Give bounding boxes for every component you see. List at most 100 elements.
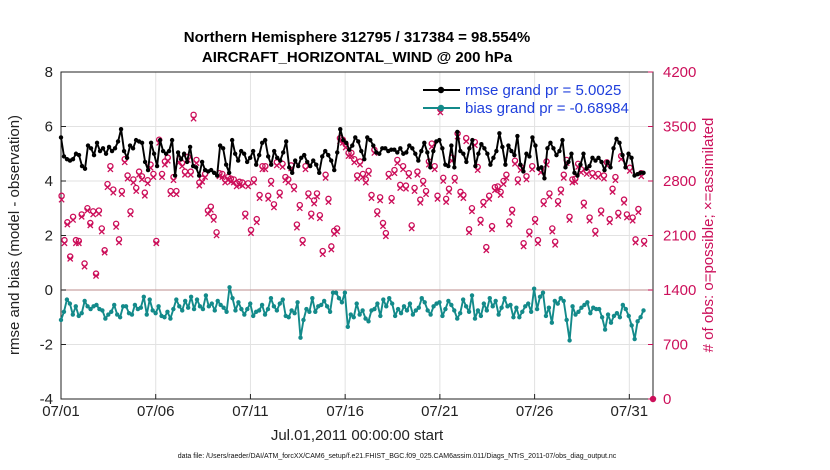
bias-point — [543, 313, 549, 319]
rmse-point — [317, 170, 322, 176]
rmse-point — [410, 146, 415, 151]
obs-assimilated-stroke — [606, 219, 613, 226]
rmse-point — [395, 150, 400, 155]
bias-point — [384, 304, 389, 309]
bias-point — [490, 304, 495, 309]
bias-point — [274, 308, 280, 313]
obs-assimilated-stroke — [477, 219, 484, 227]
obs-assimilated-stroke — [92, 272, 100, 280]
obs-assimilated-stroke — [161, 161, 168, 168]
rmse-point — [166, 148, 172, 154]
obs-assimilated-stroke — [78, 213, 85, 220]
obs-assimilated-marker — [127, 211, 134, 218]
obs-assimilated-stroke — [58, 196, 65, 203]
bias-point — [564, 317, 569, 323]
rmse-point — [614, 136, 619, 141]
bias-point — [182, 298, 188, 304]
obs-assimilated-stroke — [276, 192, 283, 199]
rmse-point — [314, 162, 319, 167]
rmse-point — [590, 155, 595, 161]
bias-point — [484, 308, 490, 313]
obs-assimilated-stroke — [181, 171, 189, 178]
rmse-point — [58, 135, 64, 140]
bias-point — [378, 313, 383, 319]
obs-assimilated-stroke — [187, 171, 194, 178]
obs-assimilated-stroke — [305, 193, 312, 200]
bias-point — [259, 302, 265, 308]
obs-possible-marker — [58, 192, 65, 200]
rmse-point — [482, 146, 487, 151]
y-right-tick-label: 1400 — [663, 282, 696, 299]
rmse-point — [467, 146, 472, 151]
rmse-point — [368, 137, 373, 143]
obs-assimilated-stroke — [121, 159, 128, 166]
obs-assimilated-marker — [466, 229, 473, 236]
x-tick-label: 07/11 — [232, 403, 268, 420]
obs-assimilated-marker — [511, 160, 519, 167]
rmse-point — [575, 173, 580, 178]
rmse-point — [521, 169, 526, 174]
obs-assimilated-marker — [322, 174, 329, 181]
obs-assimilated-stroke — [173, 191, 180, 198]
bias-point — [478, 313, 484, 319]
obs-assimilated-stroke — [572, 178, 579, 185]
bias-point — [401, 304, 407, 309]
obs-assimilated-marker — [534, 240, 542, 247]
obs-assimilated-marker — [276, 192, 283, 199]
rmse-point — [416, 158, 421, 163]
bias-point — [511, 315, 516, 320]
obs-assimilated-stroke — [422, 191, 430, 198]
obs-assimilated-stroke — [577, 169, 585, 176]
obs-assimilated-stroke — [540, 201, 547, 208]
bias-point — [171, 306, 176, 312]
obs-assimilated-stroke — [382, 233, 389, 240]
rmse-point — [109, 148, 115, 154]
bias-point — [271, 304, 277, 309]
obs-assimilated-stroke — [368, 195, 375, 202]
obs-assimilated-marker — [67, 255, 74, 262]
bias-point — [552, 298, 558, 304]
obs-assimilated-marker — [365, 170, 372, 178]
rmse-point — [470, 137, 475, 143]
obs-assimilated-stroke — [417, 199, 424, 206]
obs-assimilated-marker — [219, 174, 226, 181]
x-tick-label: 07/21 — [421, 403, 459, 420]
obs-assimilated-stroke — [466, 229, 473, 236]
obs-assimilated-stroke — [150, 174, 157, 181]
obs-assimilated-marker — [600, 175, 608, 182]
data-file-footnote: data file: /Users/raeder/DAI/ATM_forcXX/… — [178, 453, 617, 460]
rmse-point — [608, 165, 613, 170]
obs-assimilated-stroke — [190, 115, 197, 122]
obs-assimilated-stroke — [316, 215, 323, 222]
rmse-point — [569, 151, 574, 156]
bias-point — [218, 302, 223, 308]
rmse-point — [311, 158, 316, 163]
legend-bias-label: bias grand pr = -0.68984 — [465, 100, 629, 117]
bias-point — [431, 304, 436, 309]
obs-assimilated-marker — [374, 211, 381, 218]
obs-assimilated-stroke — [199, 178, 206, 185]
bias-point — [392, 313, 398, 319]
bias-point — [156, 304, 161, 309]
obs-assimilated-stroke — [296, 205, 303, 212]
obs-assimilated-stroke — [299, 240, 306, 247]
bias-point — [103, 316, 108, 321]
obs-assimilated-stroke — [242, 213, 249, 220]
bias-point — [632, 336, 637, 342]
obs-assimilated-stroke — [560, 174, 567, 181]
obs-assimilated-stroke — [580, 202, 587, 209]
obs-assimilated-stroke — [488, 226, 496, 233]
bias-point — [443, 306, 448, 312]
legend-bias-marker — [437, 104, 445, 112]
obs-assimilated-marker — [500, 181, 507, 188]
obs-assimilated-stroke — [224, 177, 232, 184]
rmse-point — [422, 140, 427, 146]
bias-point — [321, 298, 327, 304]
obs-assimilated-marker — [245, 183, 252, 190]
obs-assimilated-marker — [595, 174, 602, 181]
bias-point — [499, 305, 504, 310]
obs-assimilated-marker — [566, 216, 573, 223]
obs-assimilated-marker — [388, 198, 395, 205]
rmse-point — [148, 140, 154, 146]
